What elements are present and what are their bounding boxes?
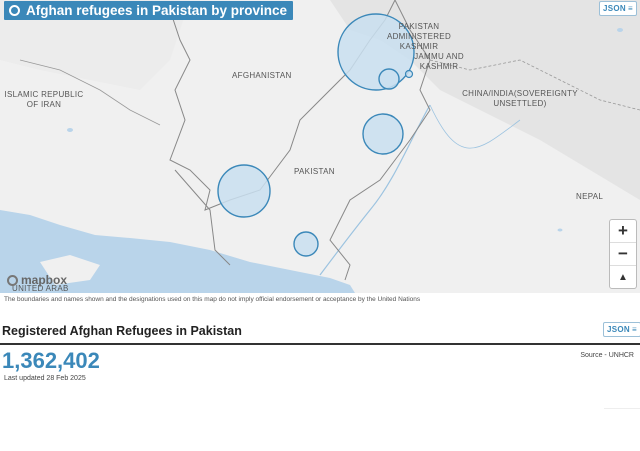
map-title-text: Afghan refugees in Pakistan by province bbox=[26, 3, 288, 18]
label-united-arab: UNITED ARAB bbox=[12, 284, 69, 293]
refugee-total: 1,362,402 bbox=[2, 348, 100, 373]
bubble-balochistan bbox=[217, 164, 271, 218]
section-divider bbox=[0, 343, 640, 345]
zoom-controls: + − ▲ bbox=[609, 219, 637, 289]
divider bbox=[604, 408, 640, 409]
summary-json-label: JSON bbox=[607, 325, 630, 334]
map-title: Afghan refugees in Pakistan by province bbox=[4, 1, 294, 20]
rss-icon: ≡ bbox=[632, 325, 637, 334]
summary-title: Registered Afghan Refugees in Pakistan bbox=[2, 324, 242, 338]
label-jammu-and-kashmir: JAMMU AND KASHMIR bbox=[414, 52, 464, 71]
label-china-india: CHINA/INDIA(SOVEREIGNTY UNSETTLED) bbox=[462, 89, 578, 108]
bubble-islamabad bbox=[378, 68, 400, 90]
label-pakistan-administered-kashmir: PAKISTAN ADMINISTERED KASHMIR bbox=[386, 22, 452, 51]
bubble-ajk bbox=[404, 69, 414, 79]
mapbox-logo[interactable]: mapbox bbox=[7, 273, 67, 287]
summary-json-button[interactable]: JSON ≡ bbox=[603, 322, 640, 337]
compass-button[interactable]: ▲ bbox=[618, 271, 628, 283]
map-json-label: JSON bbox=[603, 4, 626, 13]
bubble-sindh bbox=[293, 231, 319, 257]
map-canvas bbox=[0, 0, 640, 293]
rss-icon: ≡ bbox=[628, 4, 633, 13]
map-json-button[interactable]: JSON ≡ bbox=[599, 1, 637, 16]
last-updated: Last updated 28 Feb 2025 bbox=[4, 375, 86, 382]
zoom-out-button[interactable]: − bbox=[610, 243, 636, 266]
bubble-punjab bbox=[362, 113, 404, 155]
refugee-map[interactable]: Afghan refugees in Pakistan by province … bbox=[0, 0, 640, 293]
mapbox-icon bbox=[7, 274, 18, 286]
zoom-in-button[interactable]: + bbox=[610, 220, 636, 243]
label-nepal: NEPAL bbox=[576, 192, 604, 201]
label-pakistan: PAKISTAN bbox=[294, 167, 335, 176]
map-disclaimer: The boundaries and names shown and the d… bbox=[4, 296, 421, 303]
data-source: Source - UNHCR bbox=[580, 352, 634, 359]
mapbox-wordmark: mapbox bbox=[21, 273, 68, 287]
label-afghanistan: AFGHANISTAN bbox=[232, 71, 292, 80]
label-iran: ISLAMIC REPUBLIC OF IRAN bbox=[4, 90, 84, 109]
circle-icon bbox=[9, 5, 20, 16]
